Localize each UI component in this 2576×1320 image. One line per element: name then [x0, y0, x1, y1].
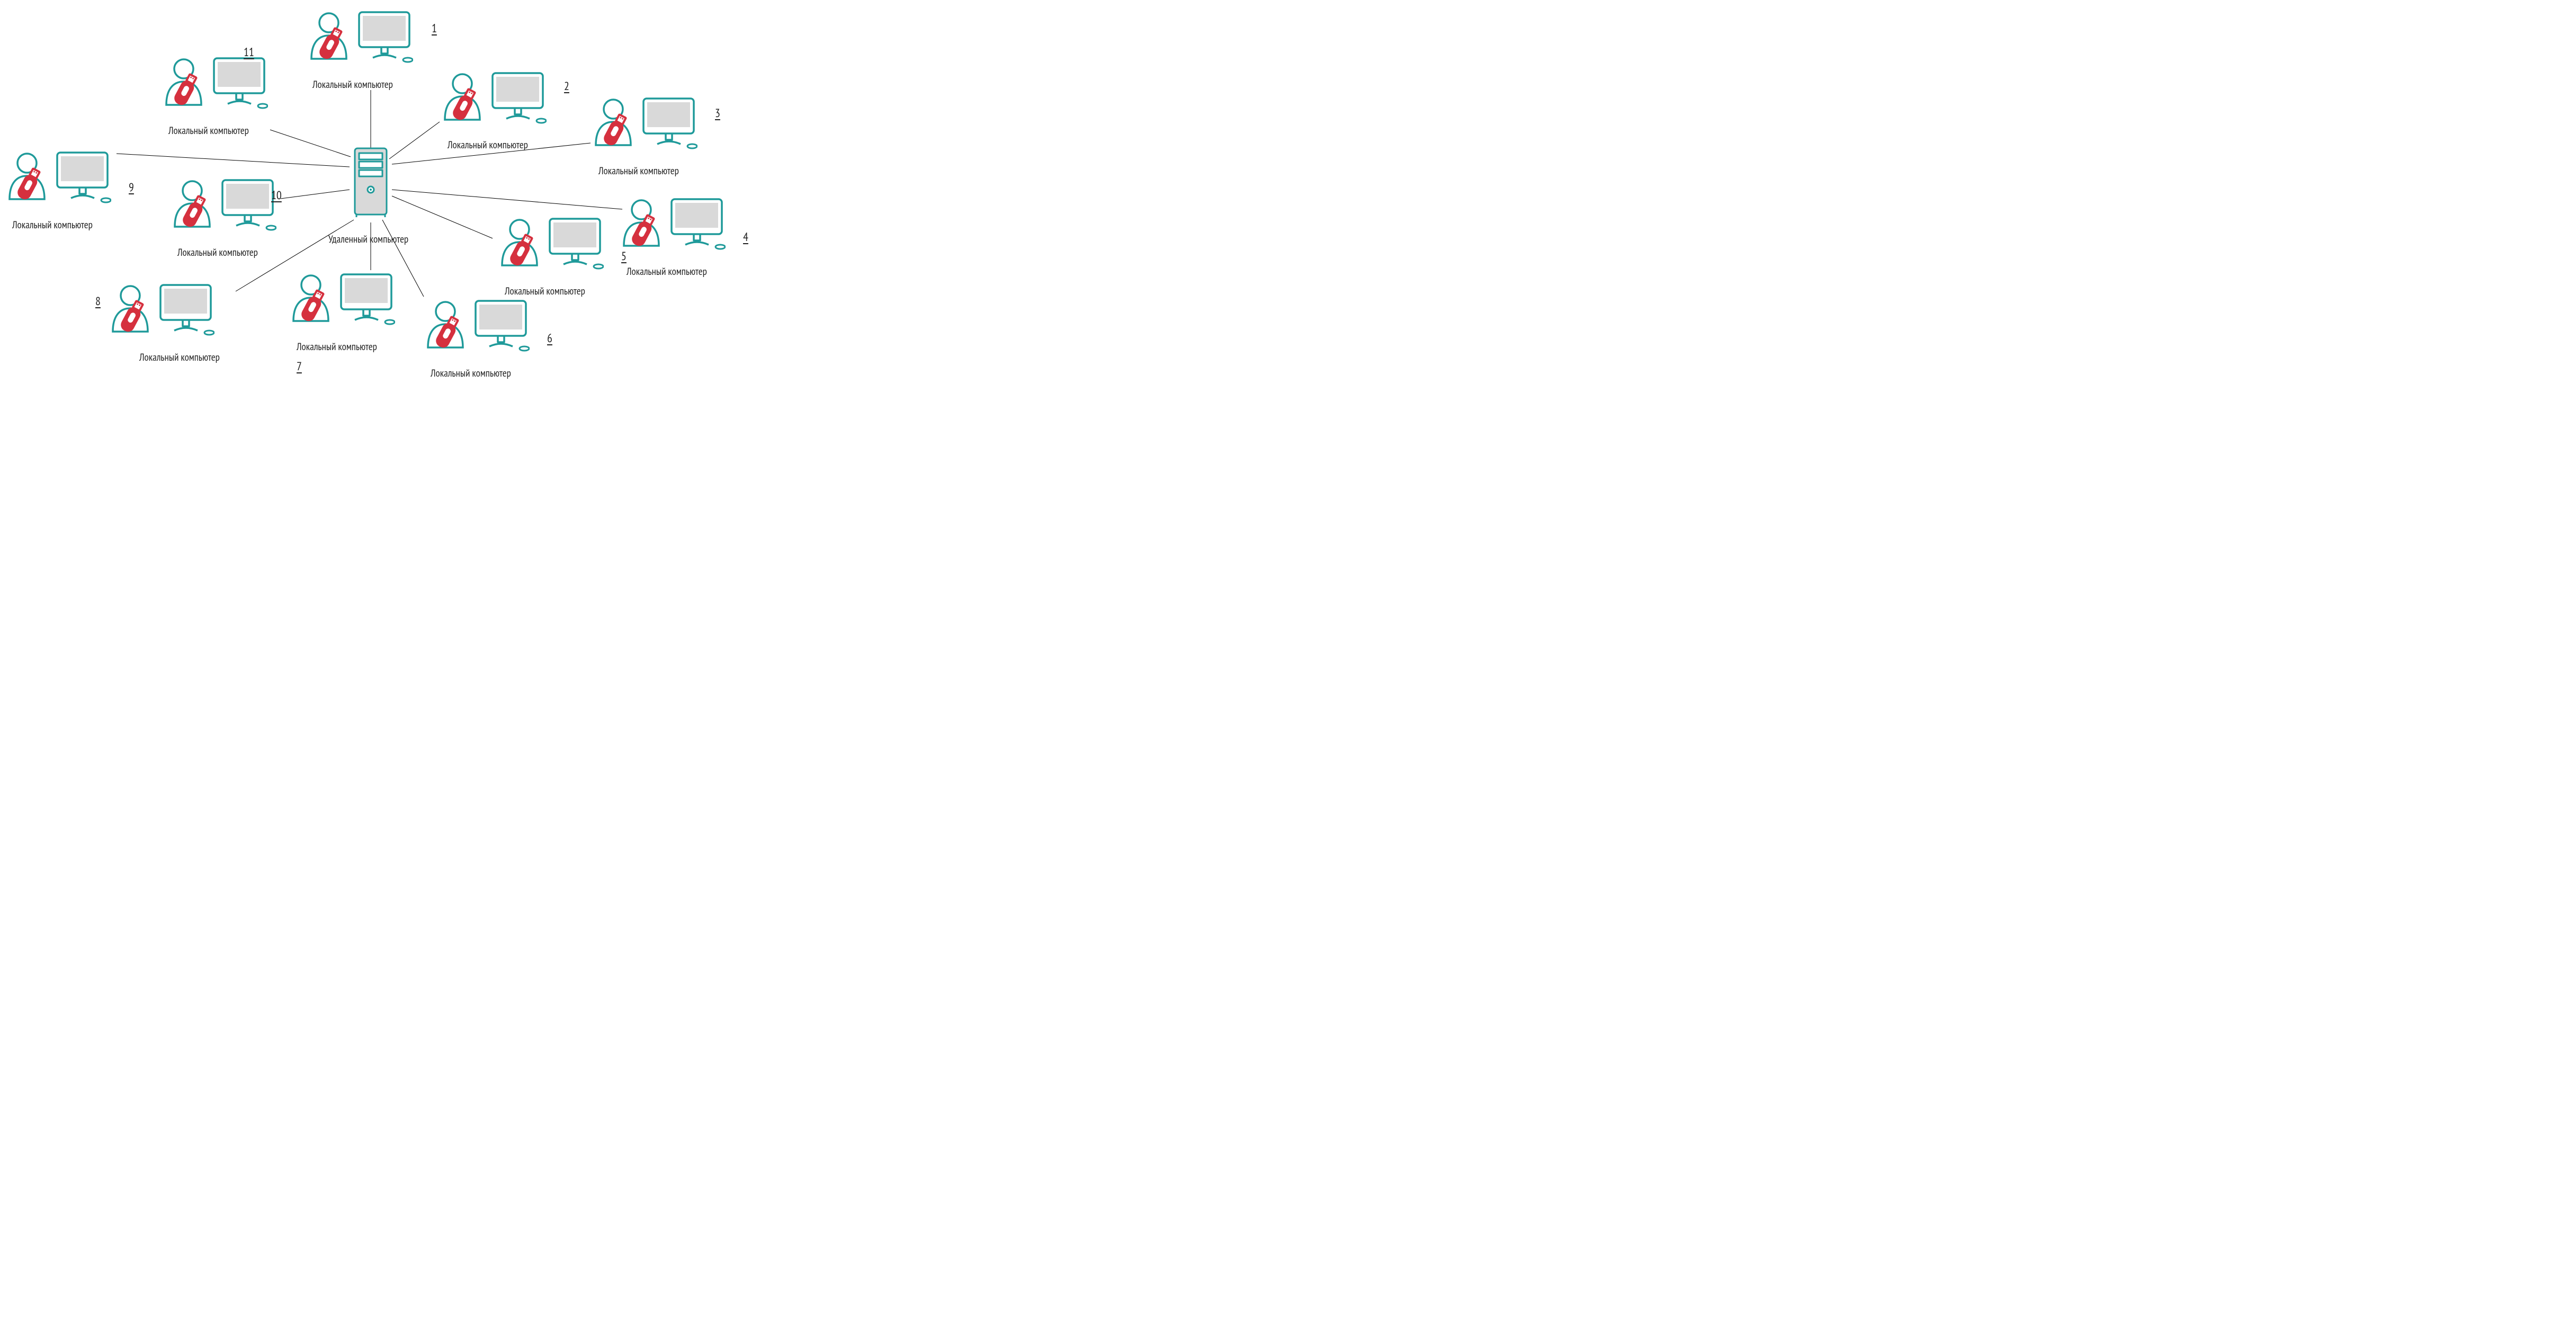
- node-number: 10: [271, 188, 282, 203]
- workstation-icon: [498, 215, 604, 273]
- node-number: 8: [95, 294, 101, 309]
- node-label: Локальный компьютер: [448, 139, 528, 151]
- node-number: 2: [564, 79, 569, 94]
- workstation-icon: [5, 148, 111, 207]
- edge-line: [392, 190, 622, 209]
- node-label: Локальный компьютер: [598, 165, 679, 177]
- node-number: 9: [129, 180, 134, 195]
- server-label: Удаленный компьютер: [328, 233, 408, 246]
- node-number: 7: [297, 359, 302, 374]
- node-number: 1: [432, 21, 437, 36]
- edge-line: [270, 130, 351, 157]
- node-label: Локальный компьютер: [431, 367, 511, 380]
- node-label: Локальный компьютер: [12, 219, 93, 231]
- node-label: Локальный компьютер: [139, 351, 220, 364]
- workstation-icon: [620, 195, 726, 253]
- node-label: Локальный компьютер: [168, 124, 249, 137]
- edge-line: [117, 154, 350, 167]
- node-number: 3: [715, 106, 720, 121]
- server-icon: [352, 146, 389, 217]
- workstation-icon: [592, 94, 697, 153]
- workstation-icon: [162, 54, 268, 112]
- node-number: 6: [547, 331, 552, 346]
- node-number: 4: [743, 230, 748, 245]
- node-label: Локальный компьютер: [505, 285, 585, 298]
- workstation-icon: [171, 176, 276, 234]
- node-label: Локальный компьютер: [177, 246, 258, 259]
- workstation-icon: [109, 281, 214, 339]
- workstation-icon: [441, 69, 547, 127]
- node-label: Локальный компьютер: [312, 78, 393, 91]
- node-number: 11: [244, 45, 254, 60]
- workstation-icon: [424, 297, 530, 355]
- edge-line: [389, 122, 440, 159]
- node-number: 5: [621, 249, 627, 264]
- edge-line: [281, 190, 350, 199]
- node-label: Локальный компьютер: [297, 341, 377, 353]
- workstation-icon: [289, 270, 395, 328]
- workstation-icon: [307, 8, 413, 66]
- diagram-stage: Удаленный компьютер 1 Локальный компьютер…: [0, 0, 805, 413]
- node-label: Локальный компьютер: [627, 265, 707, 278]
- edge-line: [392, 196, 493, 238]
